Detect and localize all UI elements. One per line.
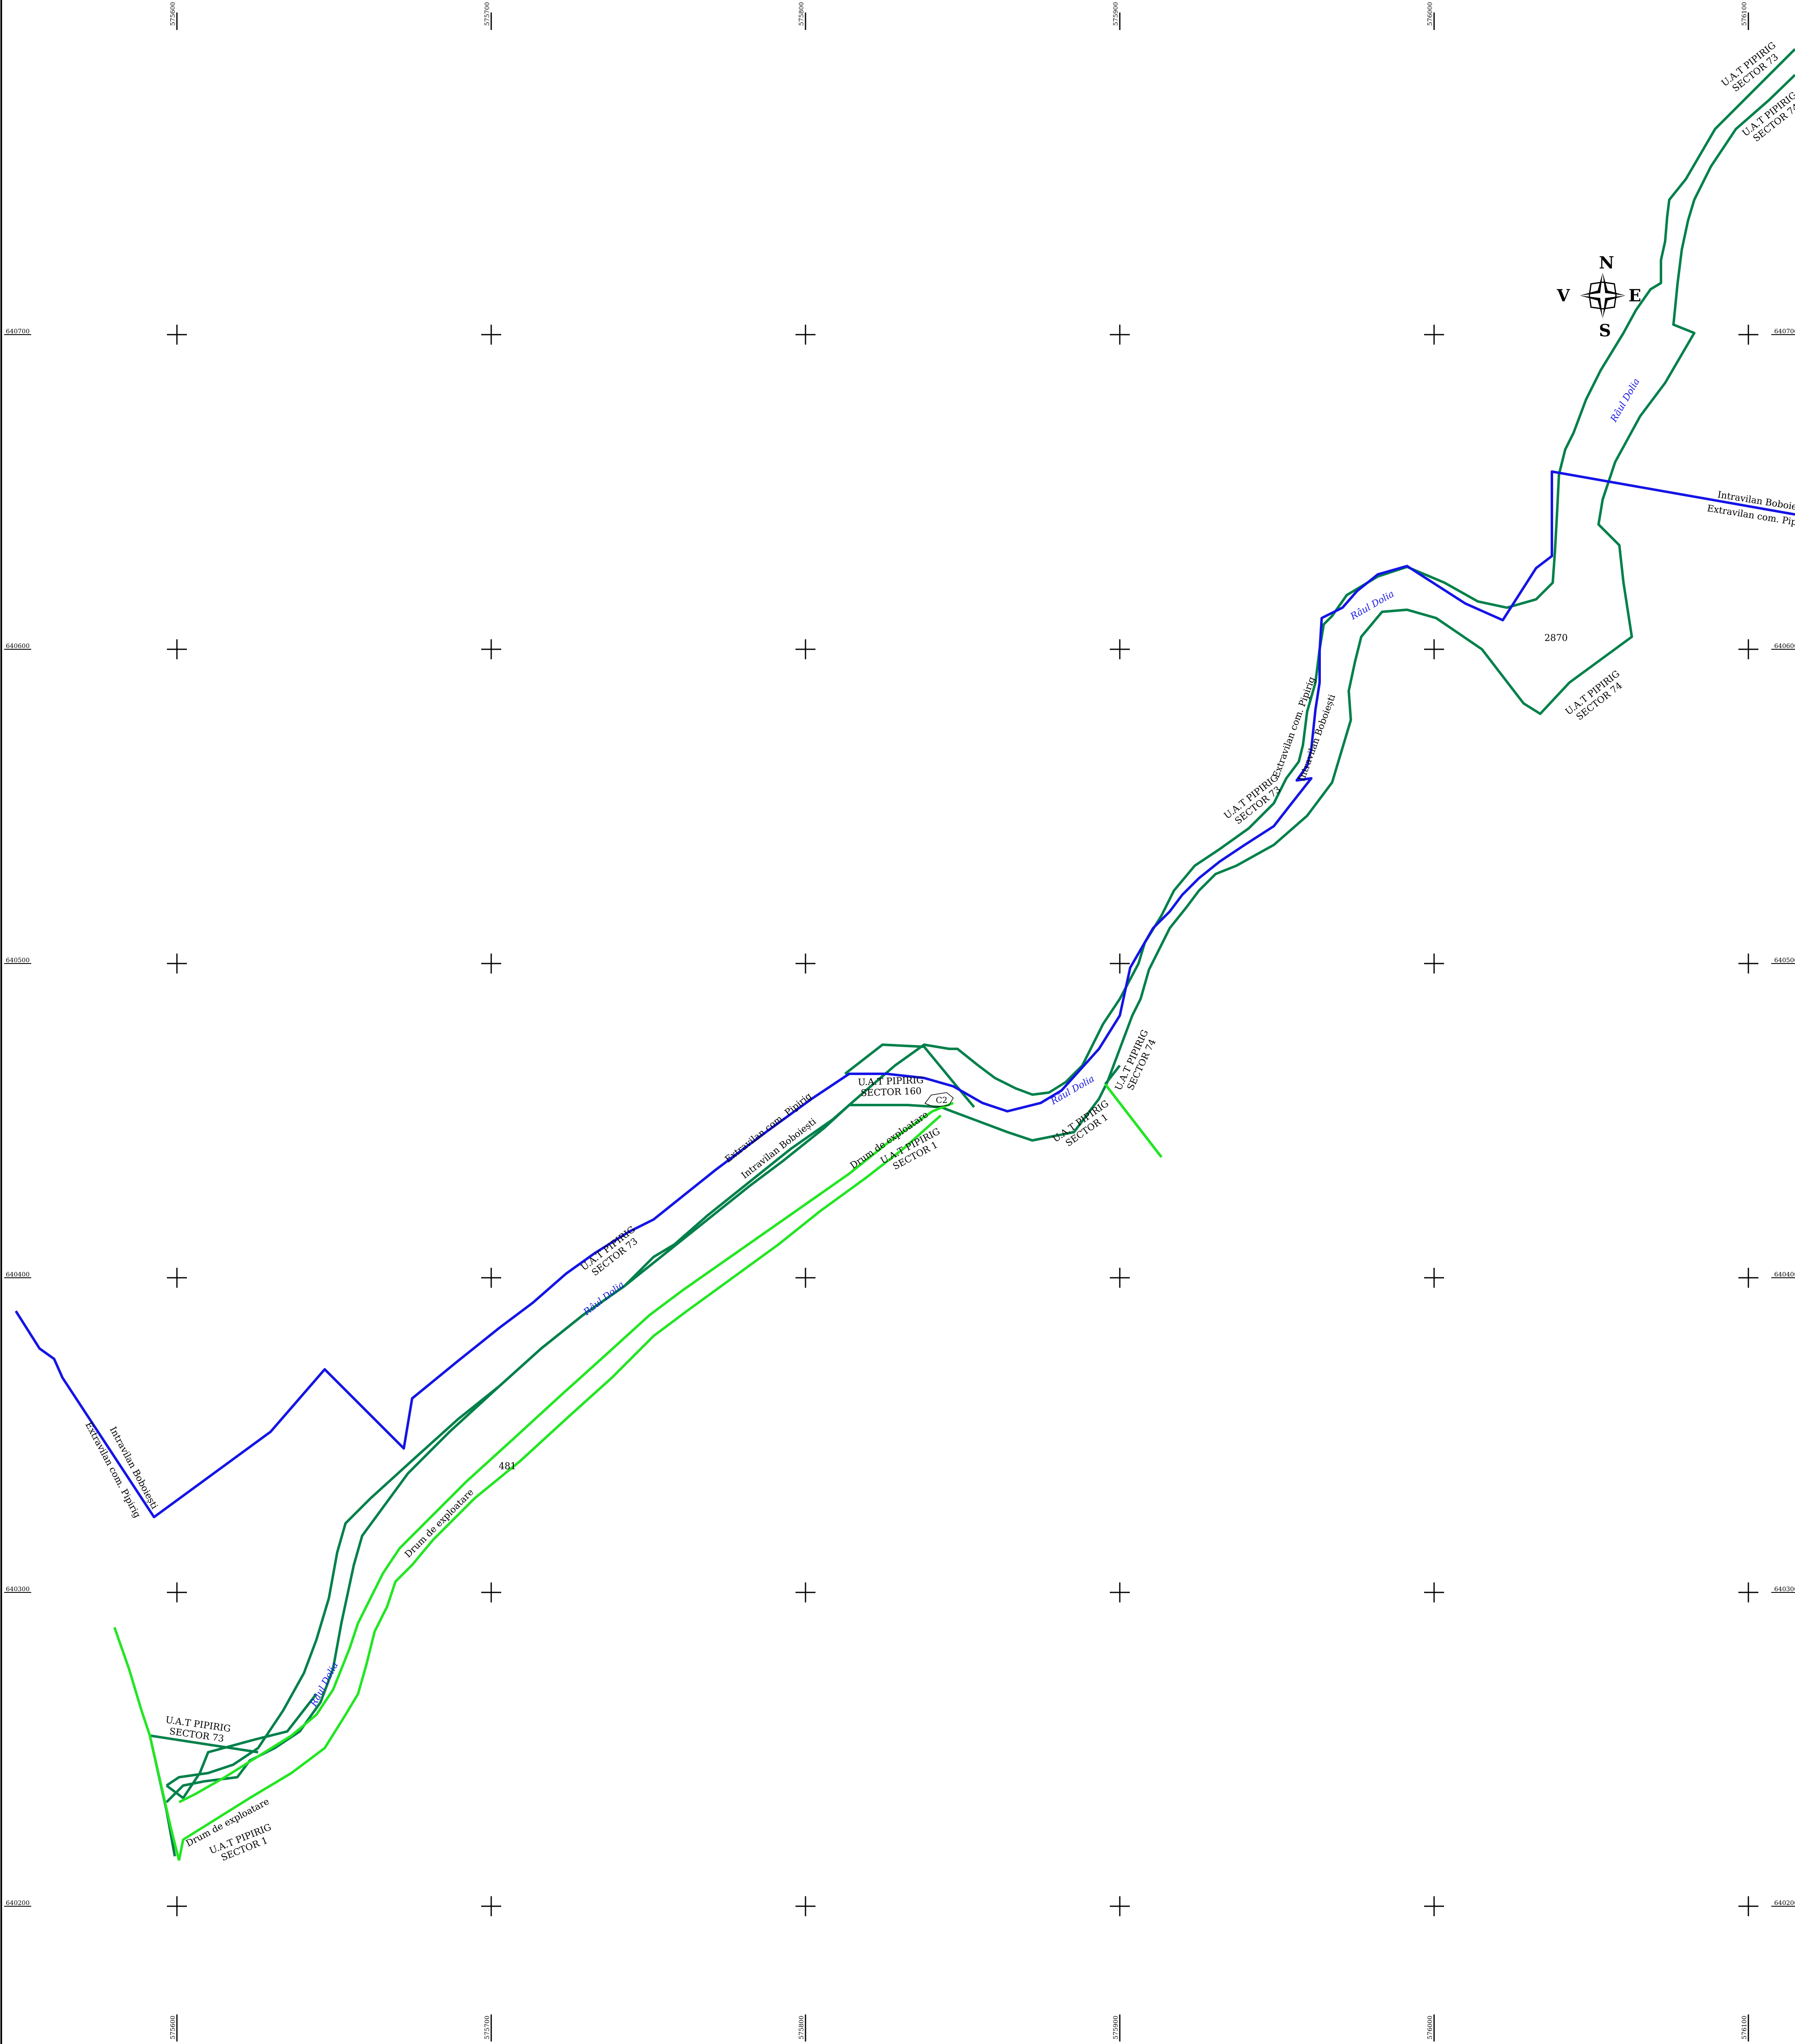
svg-text:U.A.T PIPIRIGSECTOR 73: U.A.T PIPIRIGSECTOR 73: [163, 1715, 231, 1745]
x-label-bottom-3: 575800: [798, 2016, 805, 2039]
grid-crosses: [167, 325, 1758, 1916]
y-label-left-5: 640300: [6, 1585, 30, 1593]
compass-s: S: [1599, 321, 1611, 340]
c2-label: C2: [936, 1095, 947, 1105]
x-label-bottom-6: 576100: [1740, 2016, 1748, 2039]
x-label-top-1: 575600: [169, 2, 177, 26]
svg-text:U.A.T PIPIRIGSECTOR 74: U.A.T PIPIRIGSECTOR 74: [1113, 1028, 1160, 1097]
x-label-top-4: 575900: [1112, 2, 1119, 26]
y-label-right-1: 640700: [1774, 328, 1795, 335]
left-y-ticks: [4, 334, 31, 1907]
c2-marker: C2: [924, 1092, 954, 1108]
compass-rose: N S E V: [1556, 253, 1641, 340]
x-label-top-6: 576100: [1740, 2, 1748, 26]
label-sector160-a: U.A.T PIPIRIG: [858, 1075, 924, 1088]
y-label-left-3: 640500: [6, 956, 30, 964]
label-parcel-481: 481: [499, 1461, 516, 1472]
sector-boundary-south: [165, 74, 1795, 1803]
sector-boundaries: [165, 48, 1795, 1803]
x-label-top-2: 575700: [483, 2, 491, 26]
compass-w: V: [1556, 286, 1570, 305]
intravilan-east: [15, 470, 1795, 1518]
right-y-ticks: [1771, 334, 1795, 1907]
x-label-top-3: 575800: [798, 2, 805, 26]
x-label-bottom-5: 576000: [1426, 2016, 1434, 2039]
y-label-left-2: 640600: [6, 642, 30, 650]
intravilan-boundary: [15, 470, 1795, 1518]
y-label-left-6: 640200: [6, 1899, 30, 1907]
y-label-left-1: 640700: [6, 328, 30, 335]
y-label-right-5: 640300: [1774, 1585, 1795, 1593]
y-label-right-3: 640500: [1774, 956, 1795, 964]
y-label-right-2: 640600: [1774, 642, 1795, 650]
label-sector160-b: SECTOR 160: [860, 1086, 922, 1098]
x-label-top-5: 576000: [1426, 2, 1434, 26]
top-ticks: [176, 12, 1749, 30]
x-label-bottom-4: 575900: [1112, 2016, 1119, 2039]
svg-text:U.A.T PIPIRIGSECTOR 160: U.A.T PIPIRIGSECTOR 160: [858, 1075, 924, 1098]
y-label-left-4: 640400: [6, 1271, 30, 1278]
label-river-sw: Râul Dolia: [582, 1279, 627, 1318]
road-north: [178, 1102, 954, 1803]
compass-e: E: [1628, 286, 1641, 305]
label-parcel-2870: 2870: [1544, 633, 1568, 643]
compass-n: N: [1599, 253, 1614, 273]
roads: [113, 1083, 1163, 1861]
map-labels: U.A.T PIPIRIGSECTOR 73 U.A.T PIPIRIGSECT…: [83, 40, 1795, 1863]
sector-boundary-north: [166, 48, 1795, 1787]
road-south: [178, 1114, 942, 1861]
label-drum-sw: Drum de exploatare: [403, 1487, 476, 1560]
svg-text:U.A.T PIPIRIGSECTOR 73: U.A.T PIPIRIGSECTOR 73: [579, 1224, 644, 1281]
x-label-bottom-2: 575700: [483, 2016, 491, 2039]
x-label-bottom-1: 575600: [169, 2016, 177, 2039]
road-west: [113, 1627, 180, 1861]
label-river-ne: Râul Dolia: [1609, 377, 1642, 424]
svg-text:U.A.T PIPIRIGSECTOR 1: U.A.T PIPIRIGSECTOR 1: [1051, 1098, 1117, 1153]
bottom-ticks: [176, 2014, 1749, 2042]
y-label-right-4: 640400: [1774, 1271, 1795, 1278]
svg-text:U.A.T PIPIRIGSECTOR 74: U.A.T PIPIRIGSECTOR 74: [1564, 668, 1628, 725]
road-east-stub: [1104, 1083, 1163, 1158]
y-label-right-6: 640200: [1774, 1899, 1795, 1907]
